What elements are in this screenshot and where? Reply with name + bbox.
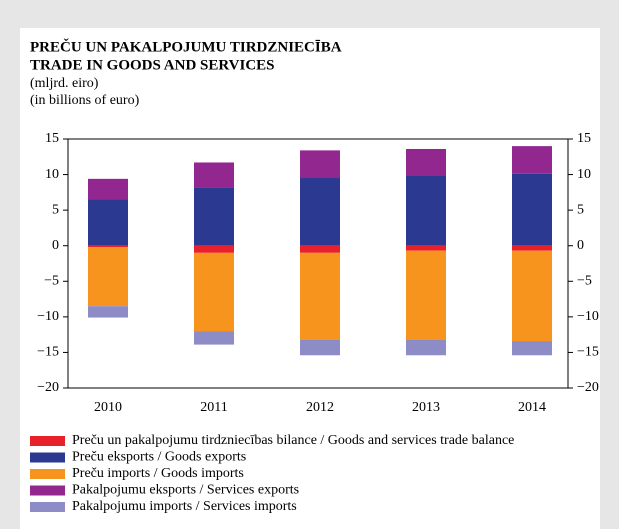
y2-tick-label: 5 <box>577 202 584 217</box>
legend-label: Pakalpojumu eksports / Services exports <box>72 483 299 498</box>
bar <box>512 173 552 246</box>
bar <box>512 245 552 251</box>
bar <box>300 177 340 246</box>
bar <box>512 341 552 356</box>
unit-label: (mljrd. eiro) <box>30 76 99 91</box>
chart-title: PREČU UN PAKALPOJUMU TIRDZNIECĪBA <box>30 38 342 55</box>
legend-label: Preču un pakalpojumu tirdzniecības bilan… <box>72 433 514 448</box>
y-tick-label: −15 <box>37 345 59 360</box>
legend-label: Preču imports / Goods imports <box>72 466 244 481</box>
y-tick-label: 0 <box>52 238 59 253</box>
bar <box>194 162 234 188</box>
y-tick-label: 5 <box>52 202 59 217</box>
legend-swatch <box>30 436 65 446</box>
bar <box>194 187 234 246</box>
legend-swatch <box>30 469 65 479</box>
bar <box>88 247 128 307</box>
legend-label: Pakalpojumu imports / Services imports <box>72 499 297 514</box>
y2-tick-label: −5 <box>577 274 592 289</box>
y2-tick-label: −10 <box>577 309 599 324</box>
y2-tick-label: 15 <box>577 131 591 146</box>
bar <box>88 178 128 200</box>
y2-tick-label: −15 <box>577 345 599 360</box>
y-tick-label: 15 <box>45 131 59 146</box>
bar <box>300 339 340 356</box>
plot-frame <box>67 138 569 389</box>
bar <box>194 245 234 253</box>
y-tick-label: 10 <box>45 167 59 182</box>
legend-swatch <box>30 502 65 512</box>
x-tick-label: 2013 <box>412 400 440 415</box>
bar <box>512 146 552 174</box>
bar <box>406 148 446 176</box>
bar <box>88 199 128 246</box>
y2-tick-label: 0 <box>577 238 584 253</box>
x-tick-label: 2010 <box>94 400 122 415</box>
bar <box>300 150 340 178</box>
legend-swatch <box>30 485 65 496</box>
bar <box>88 245 128 248</box>
bar <box>300 252 340 340</box>
bar <box>406 339 446 356</box>
y2-tick-label: −20 <box>577 380 599 395</box>
y-tick-label: −20 <box>37 380 59 395</box>
bar <box>406 175 446 246</box>
bar <box>406 245 446 251</box>
bar <box>194 331 234 345</box>
y-tick-label: −5 <box>44 274 59 289</box>
bar <box>406 250 446 340</box>
bar <box>194 252 234 332</box>
bar <box>88 306 128 318</box>
legend-swatch <box>30 452 65 463</box>
chart-subtitle: TRADE IN GOODS AND SERVICES <box>30 57 275 73</box>
unit-label: (in billions of euro) <box>30 93 140 108</box>
bar <box>300 245 340 253</box>
x-tick-label: 2011 <box>200 400 227 415</box>
legend-label: Preču eksports / Goods exports <box>72 450 246 465</box>
bar <box>512 250 552 342</box>
y-tick-label: −10 <box>37 309 59 324</box>
x-tick-label: 2012 <box>306 400 334 415</box>
x-tick-label: 2014 <box>518 400 546 415</box>
y2-tick-label: 10 <box>577 167 591 182</box>
